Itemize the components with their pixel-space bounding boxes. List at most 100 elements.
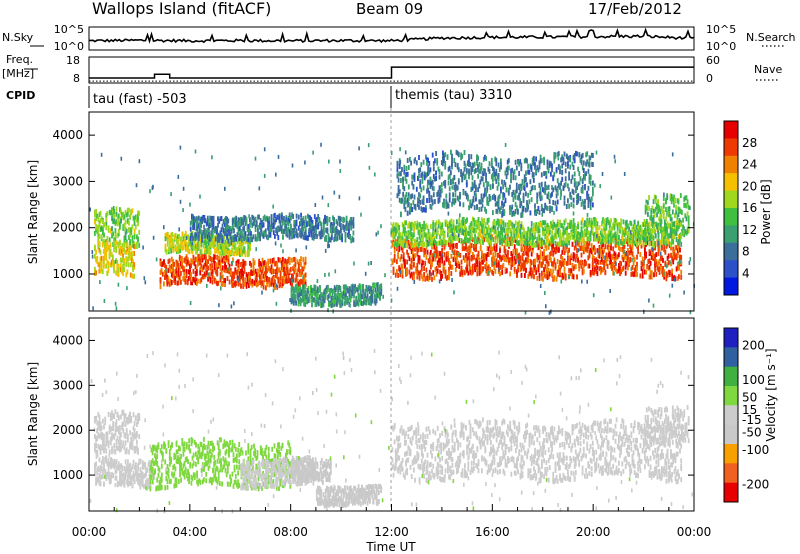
range-gate-cell: [195, 281, 198, 286]
range-gate-cell: [189, 233, 192, 238]
range-gate-cell: [525, 233, 527, 238]
range-gate-cell: [132, 273, 134, 279]
range-gate-cell: [405, 178, 408, 184]
range-gate-cell: [291, 293, 294, 299]
range-gate-cell: [201, 216, 203, 222]
range-gate-cell: [257, 231, 259, 237]
range-gate-cell: [611, 262, 613, 267]
range-gate-cell: [288, 212, 291, 218]
range-gate-cell: [123, 247, 125, 253]
range-gate-cell: [197, 242, 200, 247]
range-gate-cell: [266, 276, 268, 281]
range-gate-cell: [301, 269, 304, 275]
range-gate-cell: [163, 259, 165, 265]
range-gate-cell: [188, 248, 191, 254]
range-gate-cell: [534, 265, 536, 271]
range-gate-cell: [503, 235, 506, 241]
range-gate-cell: [192, 235, 194, 241]
range-gate-cell: [192, 258, 195, 264]
range-gate-cell: [428, 237, 431, 243]
range-gate-cell: [662, 266, 664, 272]
range-gate-cell: [167, 267, 170, 273]
range-gate-cell: [194, 274, 197, 280]
range-gate-cell: [437, 197, 440, 203]
range-gate-cell: [237, 225, 240, 231]
range-gate-cell: [137, 236, 139, 242]
range-gate-cell: [352, 223, 355, 229]
range-gate-cell: [436, 158, 439, 163]
range-gate-cell: [368, 296, 371, 302]
range-gate-cell: [456, 225, 458, 231]
range-gate-cell: [191, 277, 194, 282]
range-gate-cell: [629, 237, 632, 243]
range-gate-cell: [304, 215, 307, 221]
range-gate-cell: [334, 300, 337, 306]
range-gate-cell: [242, 283, 245, 289]
range-gate-cell: [245, 219, 248, 225]
range-gate-cell: [175, 270, 178, 276]
range-gate-cell: [554, 240, 557, 246]
range-gate-cell: [520, 272, 523, 278]
range-gate-cell: [481, 267, 483, 273]
range-gate-cell: [625, 261, 628, 267]
range-gate-cell: [495, 243, 498, 249]
range-gate-cell: [671, 276, 673, 281]
range-gate-cell: [344, 284, 346, 290]
range-gate-cell: [408, 222, 411, 228]
range-gate-cell: [355, 286, 358, 292]
range-gate-cell: [618, 245, 620, 251]
range-gate-cell: [279, 270, 282, 276]
range-gate-cell: [551, 223, 553, 229]
nsearch-label: N.Search: [746, 31, 796, 44]
range-gate-cell: [425, 242, 428, 248]
range-gate-cell: [526, 257, 529, 263]
range-gate-cell: [196, 220, 199, 226]
range-gate-cell: [223, 258, 225, 264]
range-gate-cell: [102, 226, 104, 232]
range-gate-cell: [553, 276, 556, 282]
range-gate-cell: [502, 223, 505, 229]
range-gate-cell: [304, 235, 307, 241]
range-gate-cell: [236, 269, 239, 275]
range-gate-cell: [129, 255, 132, 261]
range-gate-cell: [561, 232, 564, 238]
range-gate-cell: [211, 274, 214, 280]
range-gate-cell: [445, 275, 448, 281]
range-gate-cell: [324, 214, 326, 220]
range-gate-cell: [294, 261, 297, 267]
range-gate-cell: [541, 222, 543, 228]
range-gate-cell: [185, 261, 188, 267]
range-gate-cell: [474, 267, 476, 273]
range-gate-cell: [434, 240, 437, 245]
range-gate-cell: [628, 260, 630, 266]
range-gate-cell: [294, 257, 297, 263]
range-gate-cell: [316, 286, 319, 292]
range-gate-cell: [404, 226, 406, 232]
range-gate-cell: [342, 284, 345, 290]
range-gate-cell: [593, 220, 595, 226]
range-gate-cell: [543, 230, 545, 236]
range-gate-cell: [355, 295, 358, 301]
range-gate-cell: [443, 243, 446, 249]
range-gate-cell: [236, 239, 239, 245]
range-gate-cell: [194, 232, 197, 238]
range-gate-cell: [226, 249, 229, 255]
range-gate-cell: [615, 239, 618, 245]
range-gate-cell: [518, 220, 521, 226]
range-gate-cell: [251, 237, 254, 243]
range-gate-cell: [464, 222, 466, 228]
range-gate-cell: [618, 241, 620, 246]
range-gate-cell: [285, 224, 288, 229]
range-gate-cell: [240, 283, 242, 289]
range-gate-cell: [416, 220, 419, 226]
range-gate-cell: [212, 224, 215, 230]
range-gate-cell: [514, 230, 517, 236]
range-gate-cell: [105, 212, 108, 218]
range-gate-cell: [129, 240, 131, 246]
range-gate-cell: [488, 267, 491, 273]
range-gate-cell: [122, 247, 124, 253]
range-gate-cell: [420, 227, 423, 232]
range-gate-cell: [170, 280, 173, 285]
range-gate-cell: [477, 225, 480, 231]
range-gate-cell: [438, 192, 441, 198]
